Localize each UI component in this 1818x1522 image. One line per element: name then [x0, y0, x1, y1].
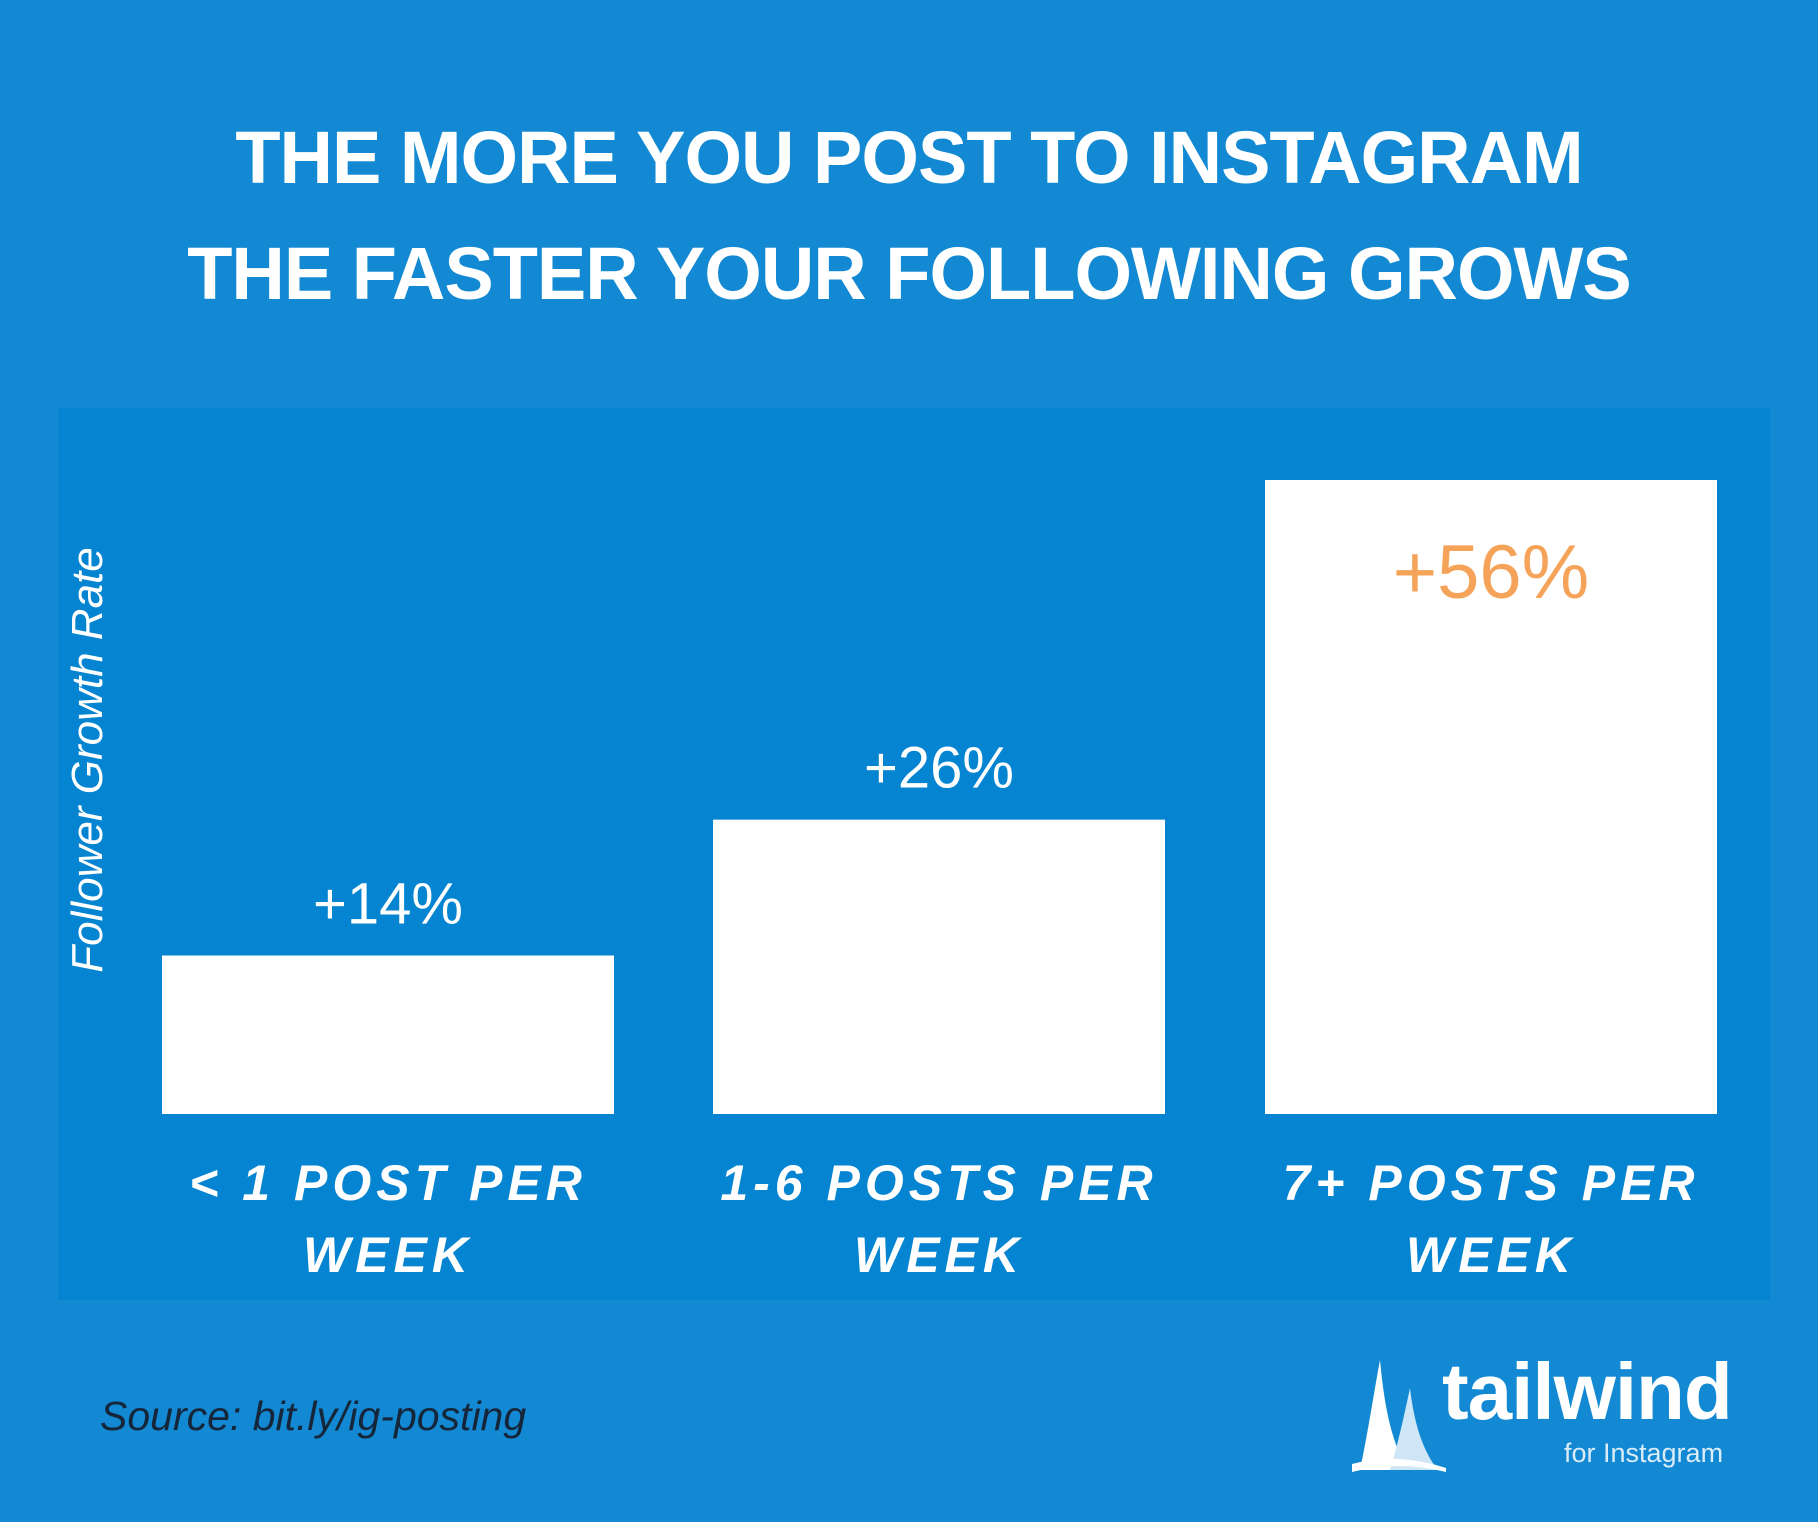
y-axis-label-text: Follower Growth Rate [63, 547, 112, 973]
category-label-3-line-1: 7+ POSTS PER [1282, 1155, 1699, 1211]
bar-1 [162, 955, 614, 1114]
title-line-2: THE FASTER YOUR FOLLOWING GROWS [187, 232, 1632, 315]
category-label-1-line-1: < 1 POST PER [189, 1155, 587, 1211]
data-label-3: +56% [1393, 530, 1590, 615]
title-line-1: THE MORE YOU POST TO INSTAGRAM [235, 116, 1583, 199]
category-label-2-line-2: WEEK [854, 1227, 1024, 1283]
bar-3 [1265, 480, 1717, 1114]
sail-icon [1352, 1360, 1446, 1472]
category-label-3-line-2: WEEK [1406, 1227, 1576, 1283]
category-label-1-line-2: WEEK [303, 1227, 473, 1283]
data-label-2: +26% [864, 736, 1014, 801]
data-label-1: +14% [313, 872, 463, 937]
logo-tagline: for Instagram [1564, 1438, 1724, 1468]
category-label-2-line-1: 1-6 POSTS PER [720, 1155, 1157, 1211]
chart-title: THE MORE YOU POST TO INSTAGRAM THE FASTE… [0, 100, 1818, 332]
chart-panel: +14% < 1 POST PER WEEK +26% 1-6 POSTS PER WEE… [58, 408, 1770, 1300]
bar-2 [713, 819, 1165, 1114]
logo-wordmark: tailwind [1442, 1347, 1733, 1436]
bar-chart: +14% < 1 POST PER WEEK +26% 1-6 POSTS PER WEE… [162, 480, 1717, 1283]
tailwind-logo: tailwind for Instagram [1350, 1347, 1740, 1482]
source-note: Source: bit.ly/ig-posting [100, 1393, 527, 1439]
